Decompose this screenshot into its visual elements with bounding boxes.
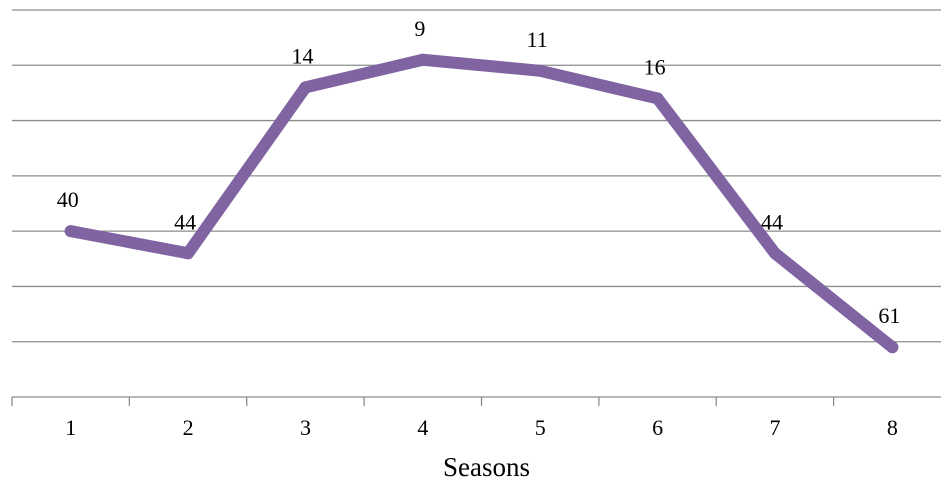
data-point [299, 81, 312, 94]
x-tick-label: 1 [65, 415, 76, 440]
data-point [651, 92, 664, 105]
data-point [768, 247, 781, 260]
x-axis-title: Seasons [443, 452, 530, 482]
x-tick-label: 5 [535, 415, 546, 440]
x-tick-label: 6 [652, 415, 663, 440]
data-label: 44 [761, 209, 783, 234]
data-label: 40 [57, 187, 79, 212]
data-point [534, 64, 547, 77]
x-tick-label: 2 [183, 415, 194, 440]
x-tick-label: 8 [887, 415, 898, 440]
data-point [416, 53, 429, 66]
x-tick-label: 7 [769, 415, 780, 440]
series-line [64, 53, 899, 354]
data-label: 44 [174, 209, 196, 234]
data-point [886, 341, 899, 354]
data-label: 61 [878, 303, 900, 328]
x-tick-label: 4 [417, 415, 428, 440]
data-label: 9 [414, 16, 425, 41]
data-label: 16 [644, 54, 666, 79]
data-label: 11 [527, 27, 548, 52]
data-label: 14 [291, 43, 313, 68]
x-tick-label: 3 [300, 415, 311, 440]
data-point [64, 225, 77, 238]
data-point [182, 247, 195, 260]
